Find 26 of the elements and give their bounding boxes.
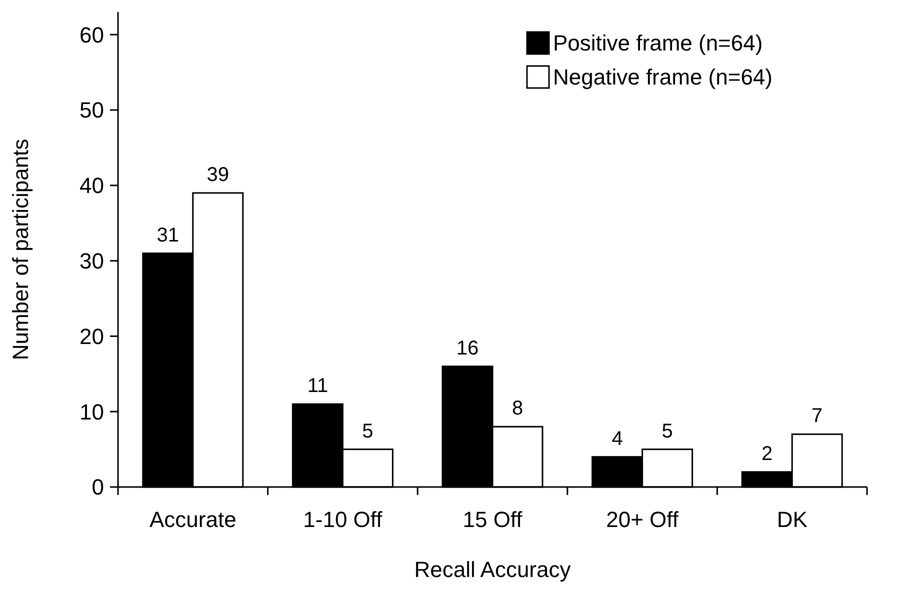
x-tick-label: 1-10 Off — [303, 507, 384, 532]
x-axis-title: Recall Accuracy — [414, 557, 571, 582]
data-label: 39 — [206, 164, 230, 186]
x-tick-label: 20+ Off — [606, 507, 680, 532]
data-label: 5 — [662, 420, 673, 442]
y-tick-label: 60 — [80, 22, 104, 48]
data-label: 11 — [307, 375, 328, 398]
legend-label: Negative frame (n=64) — [553, 64, 772, 90]
data-label: 2 — [762, 442, 773, 465]
data-label: 8 — [512, 398, 524, 420]
y-tick-label: 50 — [80, 98, 104, 123]
data-label: 7 — [812, 405, 823, 428]
x-tick-label: Accurate — [149, 507, 236, 532]
data-label: 4 — [612, 428, 623, 450]
y-tick-label: 10 — [80, 399, 104, 424]
y-tick-label: 40 — [80, 173, 104, 198]
y-tick-label: 0 — [92, 474, 104, 500]
x-tick-label: DK — [776, 507, 808, 532]
legend-label: Positive frame (n=64) — [553, 30, 763, 56]
x-tick-label: 15 Off — [462, 507, 524, 532]
data-label: 5 — [362, 420, 374, 442]
data-label: 16 — [456, 337, 479, 360]
data-label: 31 — [156, 224, 180, 246]
y-tick-label: 20 — [80, 324, 104, 349]
y-tick-label: 30 — [80, 248, 104, 274]
y-axis-title: Number of participants — [8, 138, 33, 360]
